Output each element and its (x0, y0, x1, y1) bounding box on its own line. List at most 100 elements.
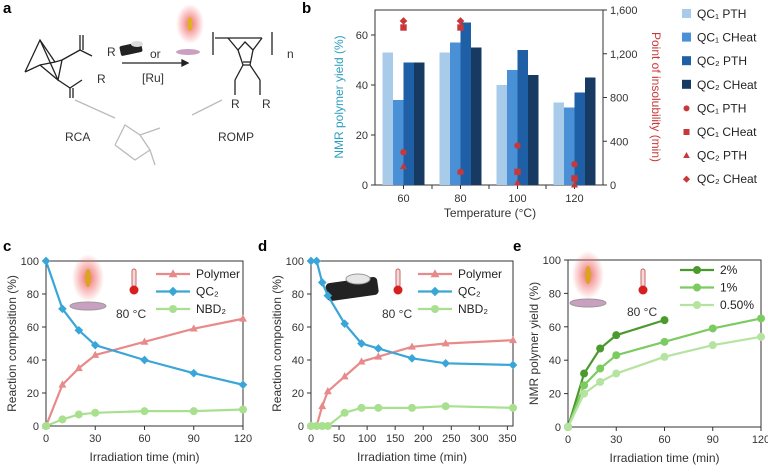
y-tick-label: 60 (549, 322, 561, 334)
data-point (74, 325, 84, 335)
y-tick-label: 40 (549, 355, 561, 367)
insolubility-point (514, 142, 521, 149)
y-tick-label: 40 (356, 80, 368, 92)
bar (460, 22, 471, 185)
bar (496, 85, 507, 185)
data-point (312, 256, 321, 266)
insolubility-point (456, 168, 465, 175)
data-point (509, 403, 517, 412)
thermometer-icon (638, 268, 648, 295)
legend-label: QC₂ (458, 285, 481, 299)
legend-label: QC₁ CHeat (697, 125, 757, 139)
legend-marker (430, 286, 440, 297)
data-point (441, 339, 450, 347)
x-tick-label: 250 (442, 433, 460, 445)
data-point (140, 407, 149, 416)
substituent-r3: R (231, 97, 240, 111)
legend-label: 2% (720, 263, 738, 277)
legend-swatch (682, 32, 691, 42)
x-tick-label: 90 (188, 433, 200, 445)
panel-letter-c: c (3, 238, 11, 255)
data-point (374, 344, 383, 353)
data-point (596, 344, 605, 353)
series-2 (41, 256, 248, 390)
legend-label: Polymer (458, 267, 502, 281)
x-axis-label: Irradiation time (min) (357, 450, 467, 464)
data-point (306, 256, 316, 266)
y-right-tick-label: 800 (610, 93, 628, 105)
legend-swatch (682, 56, 691, 66)
y-tick-label: 20 (549, 389, 561, 401)
legend-label: QC₂ CHeat (697, 78, 758, 92)
legend-label: 0.50% (720, 298, 754, 312)
x-tick-label: 80 (454, 193, 466, 205)
x-tick-label: 30 (89, 433, 101, 445)
thermometer-icon (393, 268, 403, 295)
y-axis-label: Reaction composition (%) (270, 275, 284, 412)
y-tick-label: 20 (356, 130, 368, 142)
catalyst-label: [Ru] (142, 71, 164, 85)
y-tick-label: 60 (356, 30, 368, 42)
data-point (441, 358, 450, 368)
insolubility-point (514, 168, 521, 176)
data-point (239, 405, 247, 414)
light-source-icon (176, 4, 204, 55)
y-tick-label: 0 (555, 422, 561, 434)
series-2 (306, 256, 518, 370)
data-point (90, 340, 100, 350)
data-point (708, 324, 717, 333)
legend-label: Polymer (196, 267, 240, 281)
y-tick-label: 100 (543, 255, 561, 267)
y-tick-label: 0 (362, 180, 368, 192)
bar (439, 52, 450, 185)
legend-label: NBD₂ (458, 302, 488, 316)
data-point (407, 354, 417, 363)
y-right-tick-label: 0 (610, 180, 616, 192)
polymer-structure (212, 32, 273, 95)
data-point (357, 403, 366, 412)
bar (528, 75, 539, 185)
bar (507, 70, 518, 185)
y-tick-label: 100 (286, 256, 304, 268)
y-tick-label: 0 (33, 421, 39, 433)
y-tick-label: 60 (27, 322, 39, 334)
series-2 (564, 314, 765, 431)
x-tick-label: 120 (234, 433, 252, 445)
data-point (374, 403, 383, 412)
legend-marker (693, 283, 701, 292)
arrow-to-intermediate (74, 99, 116, 119)
x-tick-label: 0 (565, 434, 571, 446)
data-point (58, 304, 67, 314)
data-point (757, 332, 765, 341)
data-point (91, 350, 100, 358)
data-point (312, 422, 321, 430)
legend-label: QC₂ (196, 285, 219, 299)
data-point (318, 422, 327, 430)
substituent-r1: R (107, 45, 116, 59)
data-point (340, 408, 349, 417)
data-point (74, 410, 83, 419)
repeat-index: n (287, 47, 294, 61)
temperature-annotation: 80 °C (382, 307, 412, 321)
legend-marker (169, 305, 177, 313)
legend-label: QC₂ CHeat (697, 172, 758, 186)
bar (414, 62, 425, 185)
bar (382, 52, 393, 185)
x-tick-label: 90 (707, 434, 719, 446)
plot-frame (310, 260, 514, 427)
insolubility-point (456, 17, 465, 25)
series-3 (307, 402, 517, 430)
y-tick-label: 60 (292, 322, 304, 334)
y-tick-label: 0 (298, 421, 304, 433)
legend-label: NBD₂ (196, 302, 226, 316)
legend-marker (683, 105, 690, 112)
data-point (408, 342, 416, 350)
legend-marker (693, 301, 701, 309)
panel-letter-a: a (3, 0, 12, 17)
legend-label: QC₁ PTH (697, 7, 746, 21)
thermometer-icon (129, 268, 139, 295)
data-point (596, 364, 605, 373)
insolubility-point (570, 181, 579, 188)
insolubility-point (400, 24, 407, 31)
